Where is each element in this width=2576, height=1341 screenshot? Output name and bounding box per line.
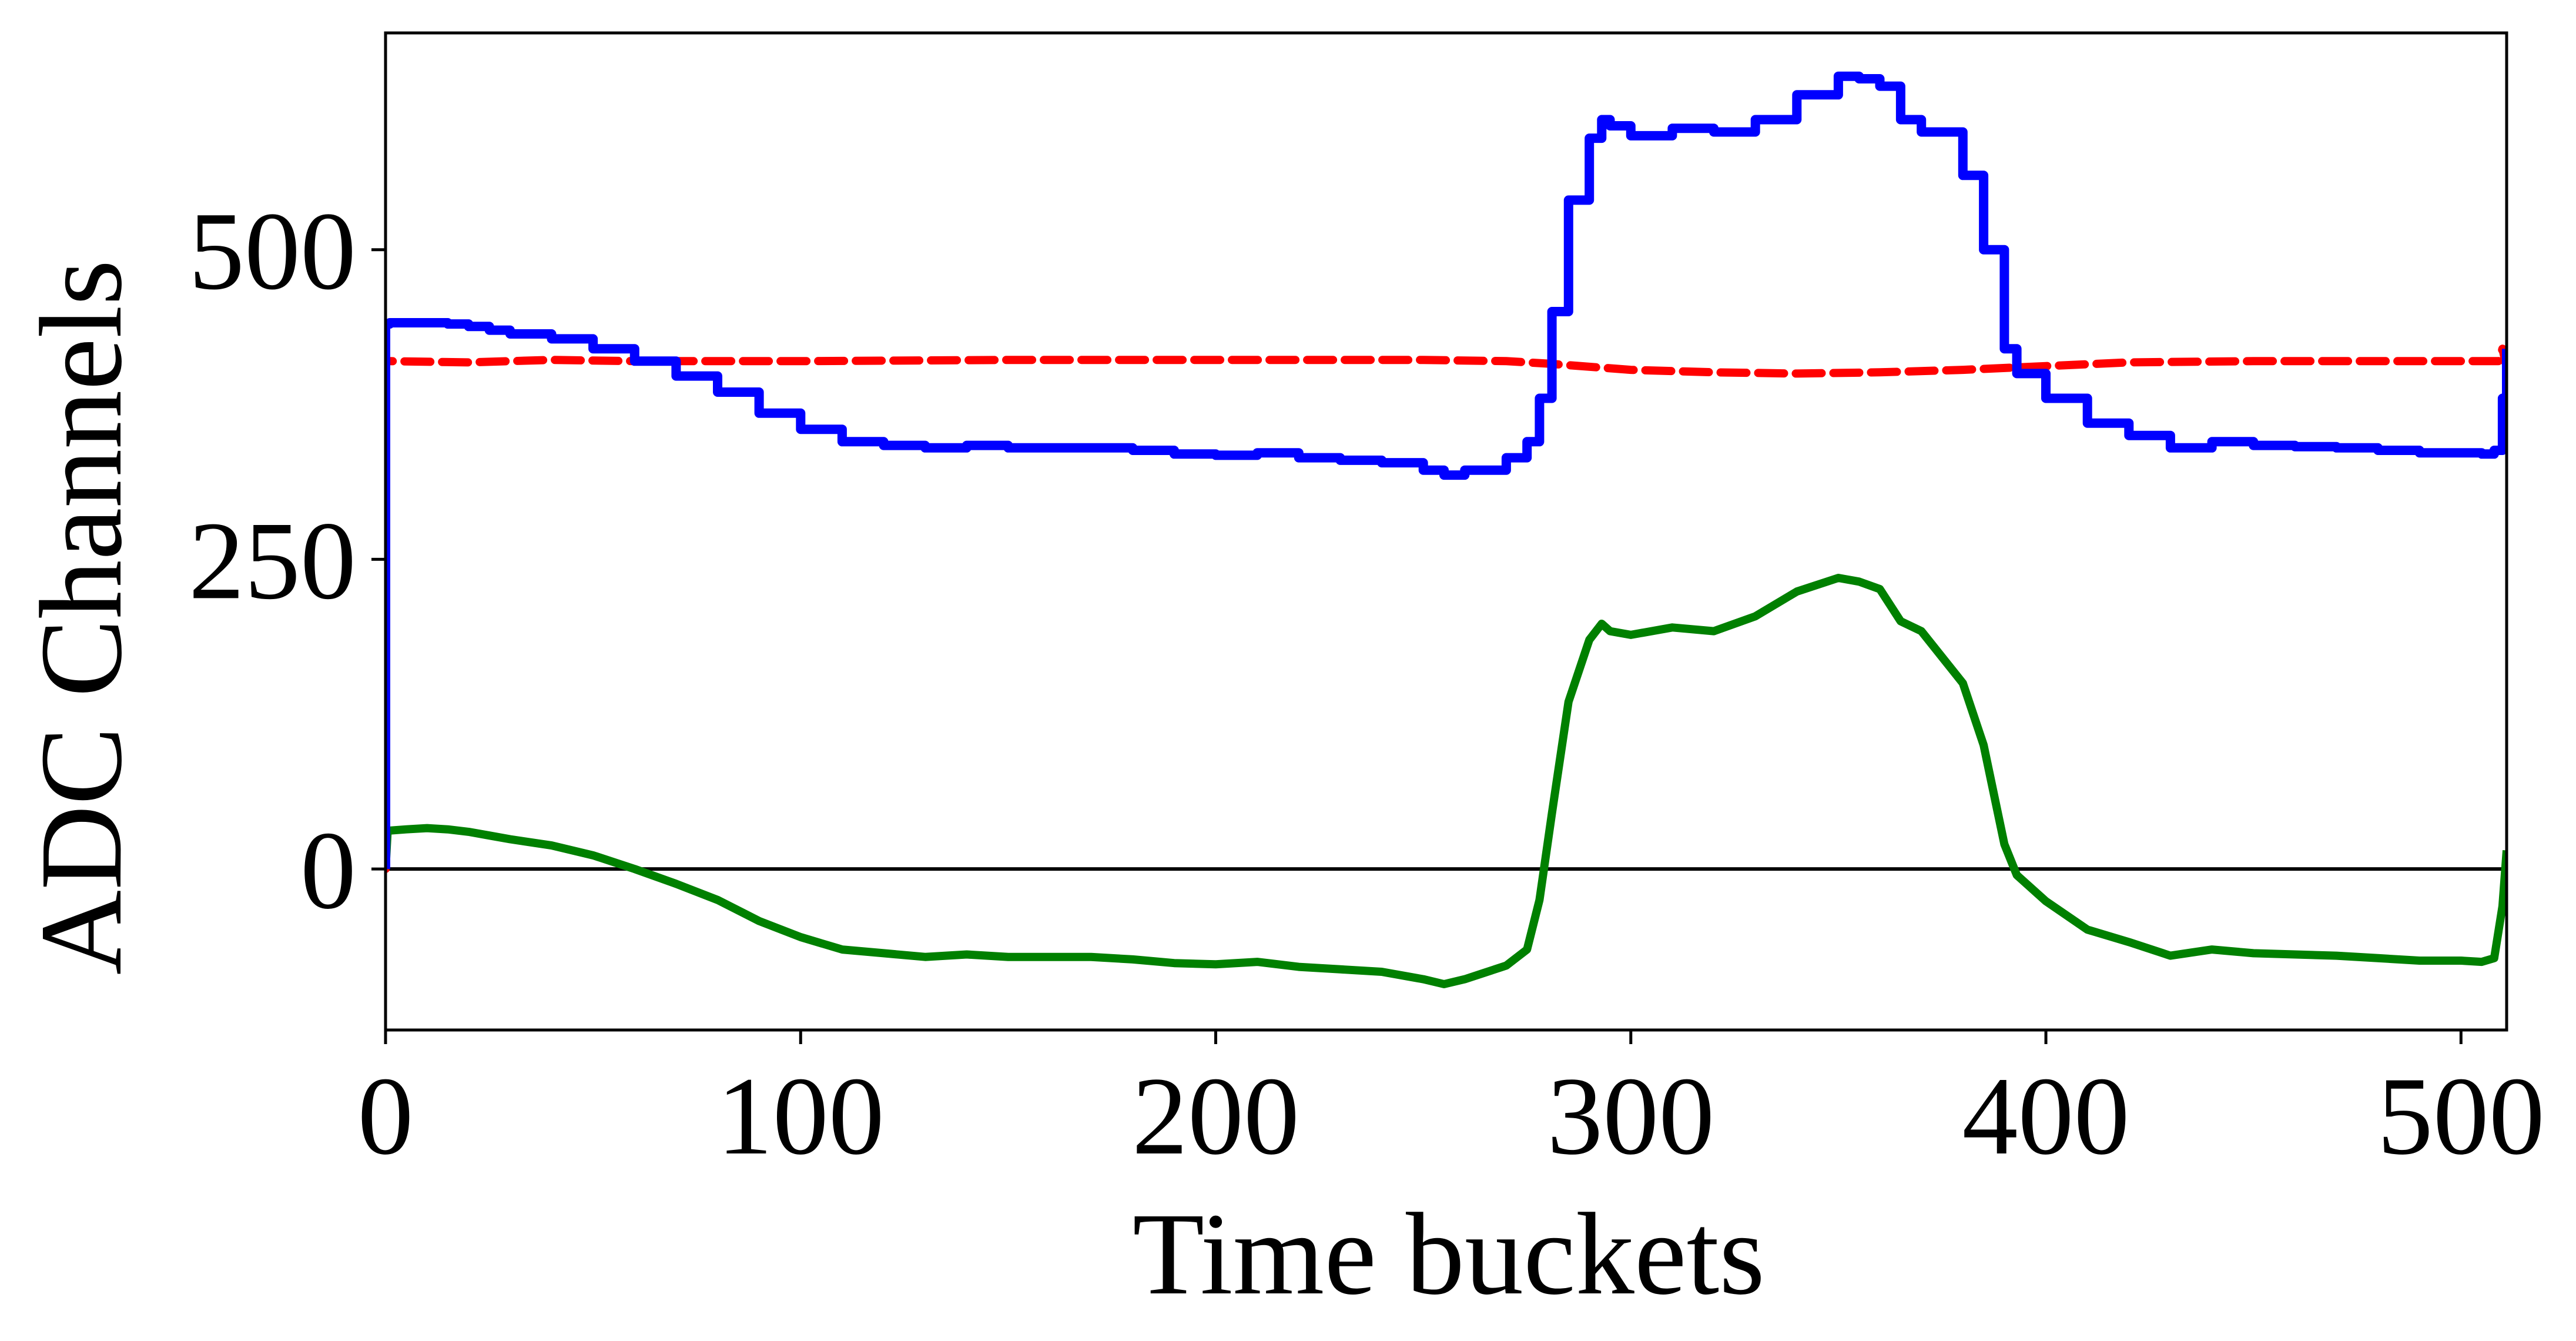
y-axis-label: ADC Channels (16, 260, 146, 975)
axis-ticks: 0 100 200 300 400 500 0 250 500 (189, 190, 2545, 1178)
x-tick-label: 0 (358, 1055, 414, 1178)
plot-frame (384, 31, 2508, 1032)
series-subtracted-line (386, 574, 2507, 988)
x-axis-label: Time buckets (1133, 1189, 1765, 1319)
plot-area (384, 31, 2508, 1032)
series-baseline-line (386, 345, 2507, 874)
y-tick-label: 500 (189, 190, 356, 313)
y-tick-label: 250 (189, 499, 356, 623)
y-tick-label: 0 (300, 809, 356, 932)
x-tick-label: 400 (1962, 1055, 2130, 1178)
x-tick-label: 500 (2377, 1055, 2545, 1178)
x-tick-label: 300 (1547, 1055, 1714, 1178)
series-raw-line (386, 71, 2507, 870)
x-tick-label: 100 (717, 1055, 885, 1178)
x-tick-label: 200 (1132, 1055, 1299, 1178)
